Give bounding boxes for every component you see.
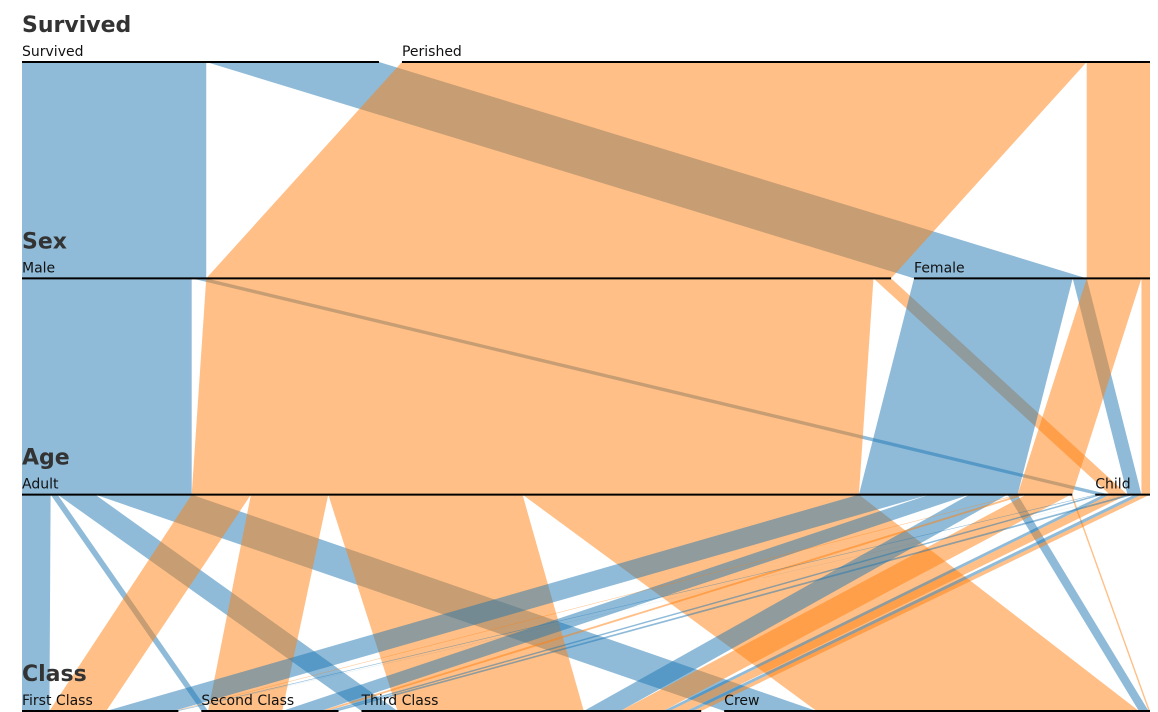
category-label: Female xyxy=(914,260,965,276)
ribbon xyxy=(1007,494,1149,711)
ribbon xyxy=(1070,494,1150,711)
ribbon xyxy=(1109,494,1150,711)
ribbon xyxy=(326,494,1104,711)
ribbon xyxy=(669,494,1128,711)
ribbon xyxy=(206,62,1087,279)
dimension-label: Survived xyxy=(22,13,131,38)
category-label: Third Class xyxy=(360,693,438,709)
ribbon xyxy=(693,494,1150,711)
category-label: Survived xyxy=(22,44,83,60)
ribbon xyxy=(177,494,1110,711)
category-label: First Class xyxy=(22,693,93,709)
category-label: Male xyxy=(22,260,55,276)
ribbon xyxy=(663,494,1110,711)
dimension-label: Sex xyxy=(22,229,67,254)
ribbon xyxy=(178,494,1142,711)
ribbon xyxy=(320,494,1027,711)
ribbon xyxy=(282,494,970,711)
ribbon xyxy=(208,494,329,711)
ribbon xyxy=(620,494,1071,711)
dimension-label: Class xyxy=(22,662,87,687)
ribbon xyxy=(1141,278,1150,495)
category-label: Child xyxy=(1095,477,1130,493)
ribbon xyxy=(686,494,1142,711)
ribbon xyxy=(22,494,51,711)
ribbon xyxy=(858,278,1073,495)
ribbon xyxy=(175,494,1098,711)
dimension-label: Age xyxy=(22,446,70,471)
ribbon xyxy=(106,494,930,711)
ribbon xyxy=(22,62,207,279)
ribbon xyxy=(1127,494,1150,711)
ribbon xyxy=(173,494,1020,711)
category-label: Second Class xyxy=(201,693,294,709)
ribbon xyxy=(191,278,874,495)
ribbon xyxy=(583,494,1008,711)
ribbon xyxy=(1086,62,1150,279)
ribbon xyxy=(22,278,192,495)
category-label: Adult xyxy=(22,477,59,493)
ribbon xyxy=(332,494,1135,711)
ribbon xyxy=(1141,494,1150,711)
category-label: Crew xyxy=(724,693,759,709)
category-label: Perished xyxy=(402,44,462,60)
ribbon xyxy=(1017,278,1142,495)
ribbon xyxy=(177,494,1128,711)
ribbon xyxy=(49,494,251,711)
